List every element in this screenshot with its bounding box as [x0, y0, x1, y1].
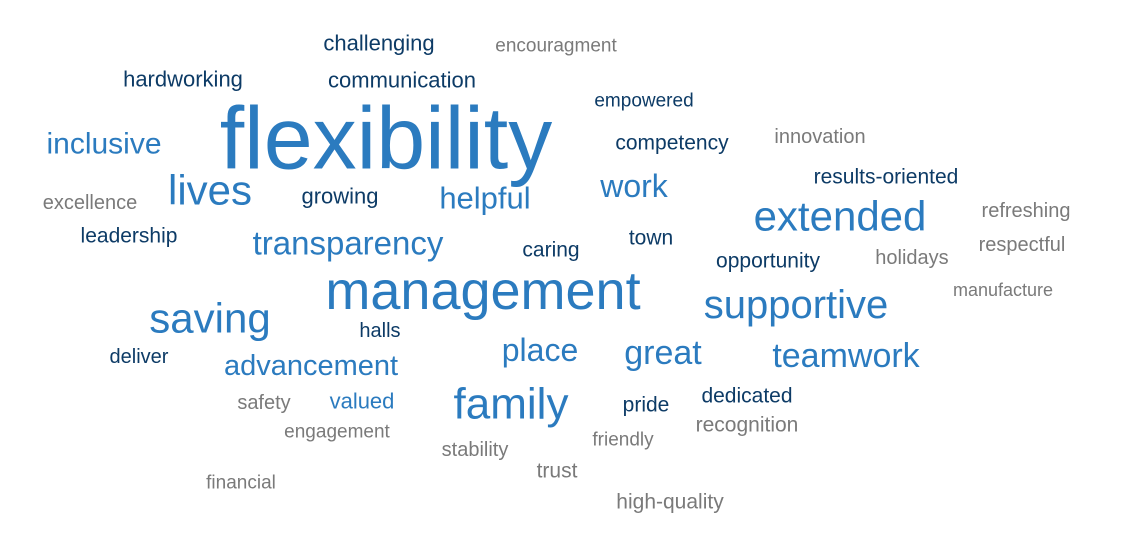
word-saving: saving	[149, 295, 270, 342]
word-growing: growing	[301, 184, 378, 209]
word-high-quality: high-quality	[616, 491, 724, 514]
word-pride: pride	[623, 394, 670, 417]
word-challenging: challenging	[323, 31, 434, 56]
word-refreshing: refreshing	[982, 200, 1071, 222]
word-respectful: respectful	[979, 234, 1066, 256]
word-safety: safety	[237, 392, 290, 414]
word-teamwork: teamwork	[772, 337, 920, 375]
word-manufacture: manufacture	[953, 280, 1053, 300]
word-engagement: engagement	[284, 422, 390, 443]
word-excellence: excellence	[43, 192, 138, 214]
word-caring: caring	[522, 239, 579, 262]
word-dedicated: dedicated	[701, 385, 792, 408]
word-opportunity: opportunity	[716, 250, 820, 273]
word-family: family	[454, 380, 569, 429]
word-extended: extended	[754, 193, 927, 240]
word-valued: valued	[330, 389, 395, 414]
word-hardworking: hardworking	[123, 67, 243, 92]
word-trust: trust	[537, 460, 578, 483]
word-town: town	[629, 227, 673, 250]
word-supportive: supportive	[704, 283, 889, 327]
word-financial: financial	[206, 473, 276, 494]
word-empowered: empowered	[594, 91, 693, 112]
word-inclusive: inclusive	[46, 128, 161, 161]
word-friendly: friendly	[592, 430, 654, 451]
word-transparency: transparency	[253, 225, 444, 262]
word-helpful: helpful	[439, 181, 530, 216]
word-recognition: recognition	[696, 414, 799, 437]
word-competency: competency	[615, 132, 729, 155]
word-advancement: advancement	[224, 350, 398, 382]
word-work: work	[599, 168, 669, 204]
word-leadership: leadership	[81, 225, 178, 248]
word-great: great	[624, 334, 702, 372]
word-holidays: holidays	[875, 247, 948, 269]
word-communication: communication	[328, 68, 476, 93]
word-place: place	[502, 332, 579, 368]
word-stability: stability	[442, 439, 509, 461]
word-deliver: deliver	[110, 346, 169, 368]
word-innovation: innovation	[774, 126, 865, 148]
word-encouragment: encouragment	[495, 36, 617, 57]
word-halls: halls	[359, 320, 400, 342]
word-results-oriented: results-oriented	[814, 166, 959, 189]
word-management: management	[325, 261, 640, 321]
word-flexibility: flexibility	[220, 89, 553, 188]
word-lives: lives	[168, 167, 252, 214]
